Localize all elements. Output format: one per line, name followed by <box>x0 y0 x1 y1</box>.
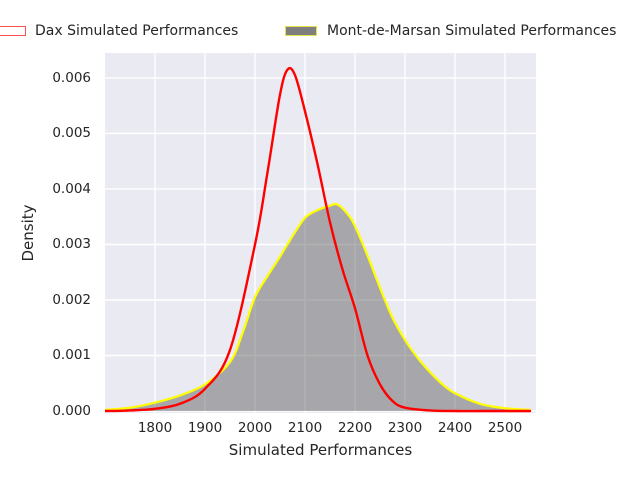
x-tick-label: 1800 <box>137 420 173 436</box>
kde-plot-svg <box>105 53 536 413</box>
legend-label-dax: Dax Simulated Performances <box>35 23 239 39</box>
legend: Dax Simulated Performances Mont-de-Marsa… <box>0 0 640 48</box>
x-tick-label: 2200 <box>337 420 373 436</box>
kde-fill-1 <box>105 203 530 411</box>
y-tick-label: 0.003 <box>52 236 91 253</box>
kde-curve-0 <box>105 66 532 413</box>
x-tick-label: 2000 <box>237 420 273 436</box>
legend-label-mont: Mont-de-Marsan Simulated Performances <box>327 23 617 39</box>
x-tick-label: 2300 <box>387 420 423 436</box>
y-tick-label: 0.006 <box>52 69 91 86</box>
legend-swatch-dax <box>0 26 26 36</box>
legend-item-mont: Mont-de-Marsan Simulated Performances <box>327 22 616 40</box>
x-tick-label: 2500 <box>487 420 523 436</box>
y-axis-label: Density <box>19 204 37 262</box>
legend-item-dax: Dax Simulated Performances <box>35 22 238 40</box>
y-tick-label: 0.001 <box>52 347 91 364</box>
y-tick-label: 0.000 <box>52 403 91 419</box>
y-tick-label: 0.005 <box>52 125 91 142</box>
x-tick-label: 2400 <box>437 420 473 436</box>
y-tick-label: 0.002 <box>52 291 91 308</box>
y-tick-label: 0.004 <box>52 180 91 197</box>
legend-swatch-mont <box>285 26 317 36</box>
plot-area <box>105 53 536 413</box>
x-tick-label: 2100 <box>287 420 323 436</box>
x-axis-label: Simulated Performances <box>228 441 413 459</box>
x-tick-label: 1900 <box>187 420 223 436</box>
